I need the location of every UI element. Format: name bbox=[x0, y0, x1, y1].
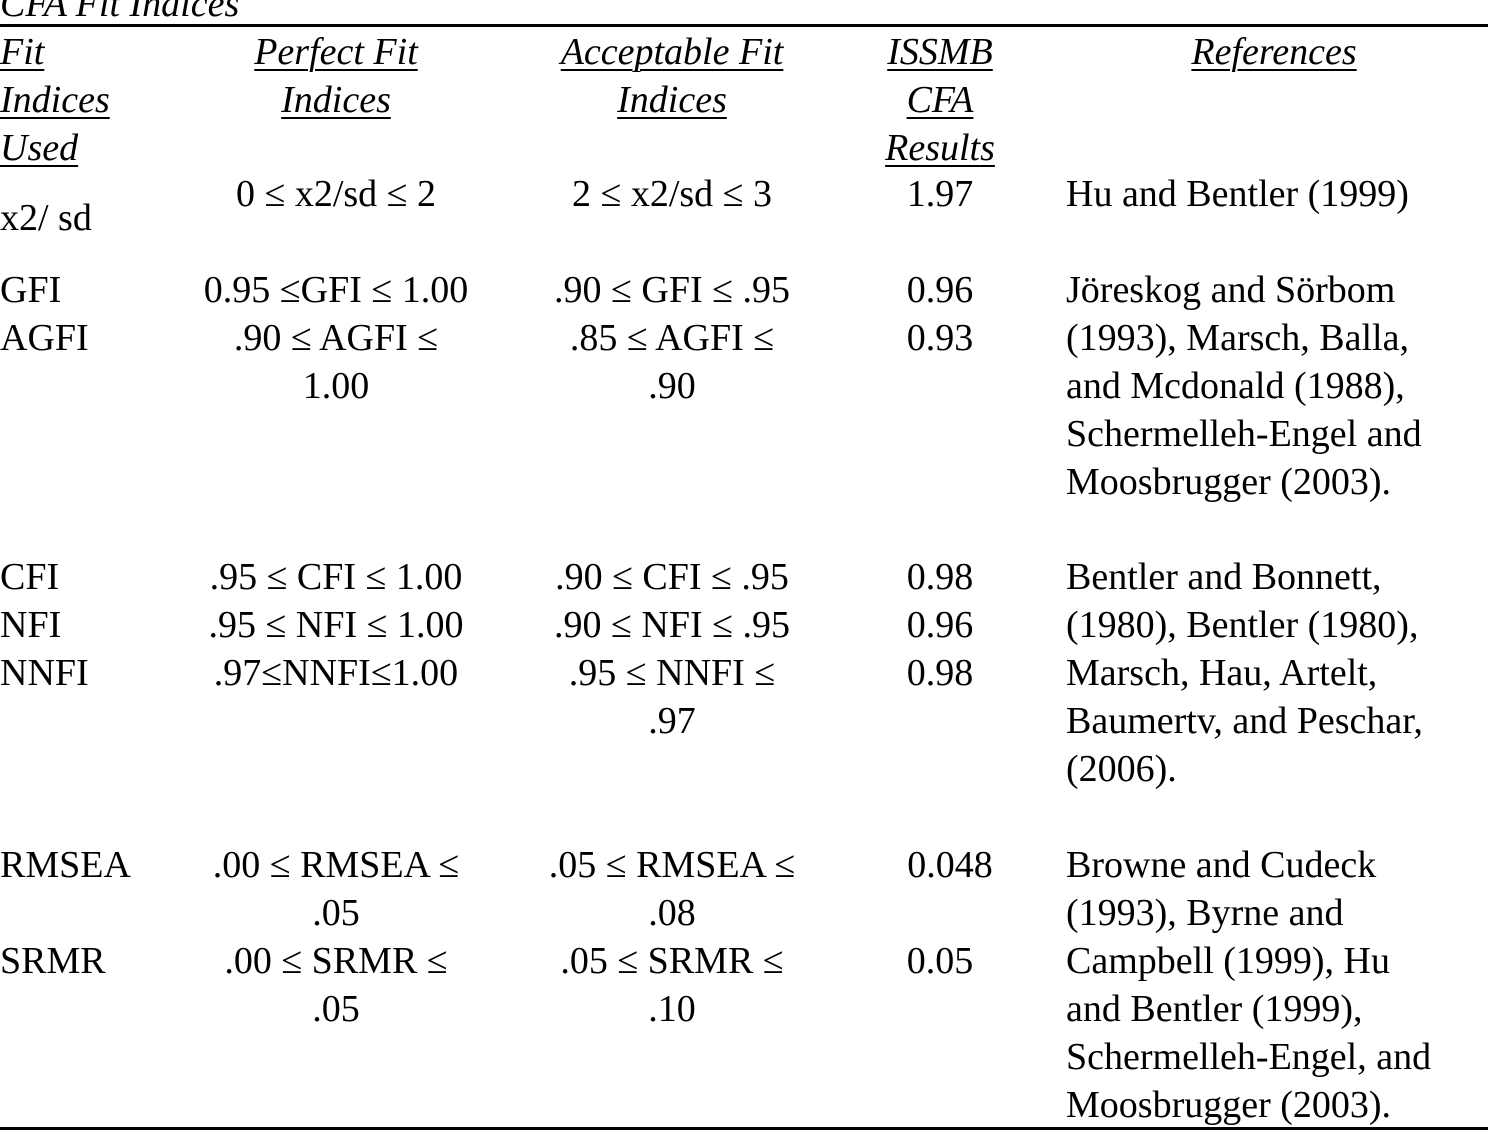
cell-perfect-nfi: .95 ≤ NFI ≤ 1.00 bbox=[208, 604, 464, 646]
cell-index-nfi: NFI bbox=[0, 604, 62, 646]
cell-acceptable-gfi: .90 ≤ GFI ≤ .95 bbox=[554, 269, 790, 311]
cell-result-rmsea: 0.048 bbox=[907, 844, 993, 886]
header-perfect-fit: Perfect Fit Indices bbox=[254, 31, 418, 121]
cell-index-cfi: CFI bbox=[0, 556, 60, 598]
cell-acceptable-nnfi: .95 ≤ NNFI ≤ .97 bbox=[568, 652, 776, 742]
header-issmb-results: ISSMB CFA Results bbox=[885, 31, 995, 169]
cell-perfect-nnfi: .97≤NNFI≤1.00 bbox=[213, 652, 459, 694]
cell-result-nfi: 0.96 bbox=[906, 604, 974, 646]
cell-result-cfi: 0.98 bbox=[906, 556, 974, 598]
header-references: References bbox=[1191, 31, 1357, 73]
cell-index-gfi: GFI bbox=[0, 269, 62, 311]
cell-result-gfi: 0.96 bbox=[906, 269, 974, 311]
header-fit-indices-used: Fit Indices Used bbox=[0, 31, 110, 169]
cell-index-x2sd: x2/ sd bbox=[0, 197, 92, 239]
cell-references-group-1: Jöreskog and Sörbom (1993), Marsch, Ball… bbox=[1066, 269, 1422, 503]
cell-perfect-rmsea: .00 ≤ RMSEA ≤ .05 bbox=[212, 844, 460, 934]
bottom-rule bbox=[0, 1127, 1488, 1130]
cell-perfect-srmr: .00 ≤ SRMR ≤ .05 bbox=[224, 940, 448, 1030]
cell-acceptable-agfi: .85 ≤ AGFI ≤ .90 bbox=[569, 317, 775, 407]
cell-result-agfi: 0.93 bbox=[906, 317, 974, 359]
top-rule bbox=[0, 24, 1488, 27]
cell-result-nnfi: 0.98 bbox=[906, 652, 974, 694]
cell-index-nnfi: NNFI bbox=[0, 652, 89, 694]
cell-perfect-gfi: 0.95 ≤GFI ≤ 1.00 bbox=[203, 269, 469, 311]
cell-acceptable-rmsea: .05 ≤ RMSEA ≤ .08 bbox=[548, 844, 796, 934]
cell-index-srmr: SRMR bbox=[0, 940, 106, 982]
cell-index-agfi: AGFI bbox=[0, 317, 89, 359]
table-title: CFA Fit Indices bbox=[0, 0, 240, 25]
cell-references-group-3: Browne and Cudeck (1993), Byrne and Camp… bbox=[1066, 844, 1432, 1126]
cell-perfect-agfi: .90 ≤ AGFI ≤ 1.00 bbox=[233, 317, 439, 407]
cell-references-group-0: Hu and Bentler (1999) bbox=[1066, 173, 1409, 215]
cell-perfect-x2sd: 0 ≤ x2/sd ≤ 2 bbox=[235, 173, 437, 215]
cell-references-group-2: Bentler and Bonnett, (1980), Bentler (19… bbox=[1066, 556, 1423, 790]
cell-acceptable-x2sd: 2 ≤ x2/sd ≤ 3 bbox=[571, 173, 773, 215]
cell-perfect-cfi: .95 ≤ CFI ≤ 1.00 bbox=[209, 556, 463, 598]
cell-acceptable-cfi: .90 ≤ CFI ≤ .95 bbox=[555, 556, 789, 598]
header-acceptable-fit: Acceptable Fit Indices bbox=[560, 31, 784, 121]
cell-result-srmr: 0.05 bbox=[906, 940, 974, 982]
cell-index-rmsea: RMSEA bbox=[0, 844, 131, 886]
cell-acceptable-srmr: .05 ≤ SRMR ≤ .10 bbox=[560, 940, 784, 1030]
cell-result-x2sd: 1.97 bbox=[906, 173, 974, 215]
cell-acceptable-nfi: .90 ≤ NFI ≤ .95 bbox=[554, 604, 790, 646]
